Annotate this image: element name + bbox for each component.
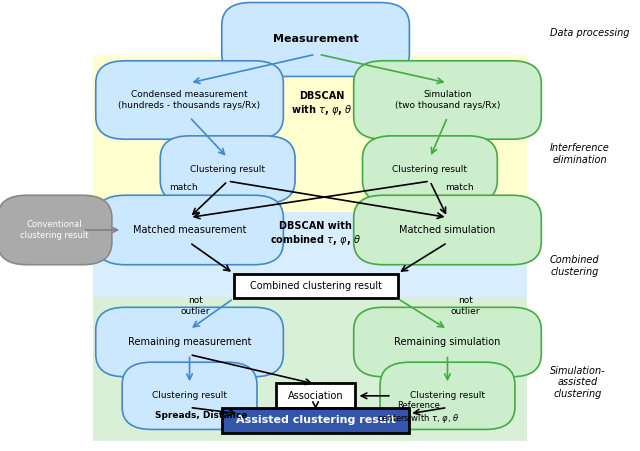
FancyBboxPatch shape xyxy=(354,307,541,377)
Text: Clustering result: Clustering result xyxy=(410,391,485,400)
Text: Interference
elimination: Interference elimination xyxy=(550,143,610,165)
Text: Simulation
(two thousand rays/Rx): Simulation (two thousand rays/Rx) xyxy=(395,90,500,110)
FancyBboxPatch shape xyxy=(380,362,515,429)
FancyBboxPatch shape xyxy=(93,212,527,306)
Text: Conventional
clustering result: Conventional clustering result xyxy=(20,220,89,239)
FancyBboxPatch shape xyxy=(96,307,284,377)
Text: Clustering result: Clustering result xyxy=(152,391,227,400)
Text: Simulation-
assisted
clustering: Simulation- assisted clustering xyxy=(550,366,605,399)
Text: Data processing: Data processing xyxy=(550,28,630,38)
Text: Spreads, Distance: Spreads, Distance xyxy=(155,411,248,420)
FancyBboxPatch shape xyxy=(96,195,284,265)
Text: not
outlier: not outlier xyxy=(180,296,210,316)
Text: Clustering result: Clustering result xyxy=(190,165,265,174)
Text: Combined clustering result: Combined clustering result xyxy=(250,281,381,291)
FancyBboxPatch shape xyxy=(160,136,295,203)
FancyBboxPatch shape xyxy=(93,297,527,441)
Bar xyxy=(276,383,355,408)
FancyBboxPatch shape xyxy=(122,362,257,429)
Text: Matched simulation: Matched simulation xyxy=(399,225,496,235)
FancyBboxPatch shape xyxy=(0,195,112,265)
FancyBboxPatch shape xyxy=(354,61,541,139)
Text: Measurement: Measurement xyxy=(273,34,358,45)
FancyBboxPatch shape xyxy=(93,55,527,221)
Bar xyxy=(234,274,397,298)
Text: not
outlier: not outlier xyxy=(451,296,480,316)
Text: Condensed measurement
(hundreds - thousands rays/Rx): Condensed measurement (hundreds - thousa… xyxy=(118,90,260,110)
FancyBboxPatch shape xyxy=(362,136,497,203)
FancyBboxPatch shape xyxy=(222,3,410,77)
FancyBboxPatch shape xyxy=(96,61,284,139)
Text: Matched measurement: Matched measurement xyxy=(132,225,246,235)
Text: match: match xyxy=(170,183,198,192)
Text: Clustering result: Clustering result xyxy=(392,165,467,174)
Text: Combined
clustering: Combined clustering xyxy=(550,255,600,276)
Text: Association: Association xyxy=(288,391,344,401)
Text: DBSCAN with
combined $\tau$, $\varphi$, $\theta$: DBSCAN with combined $\tau$, $\varphi$, … xyxy=(270,221,361,248)
Text: Remaining simulation: Remaining simulation xyxy=(394,337,500,347)
Text: Reference
centers with $\tau$, $\varphi$, $\theta$: Reference centers with $\tau$, $\varphi$… xyxy=(377,401,460,425)
Bar xyxy=(222,408,410,433)
FancyBboxPatch shape xyxy=(354,195,541,265)
Text: DBSCAN
with $\tau$, $\varphi$, $\theta$: DBSCAN with $\tau$, $\varphi$, $\theta$ xyxy=(291,92,352,117)
Text: match: match xyxy=(445,183,474,192)
Text: Remaining measurement: Remaining measurement xyxy=(128,337,252,347)
Text: Assisted clustering result: Assisted clustering result xyxy=(236,415,396,425)
